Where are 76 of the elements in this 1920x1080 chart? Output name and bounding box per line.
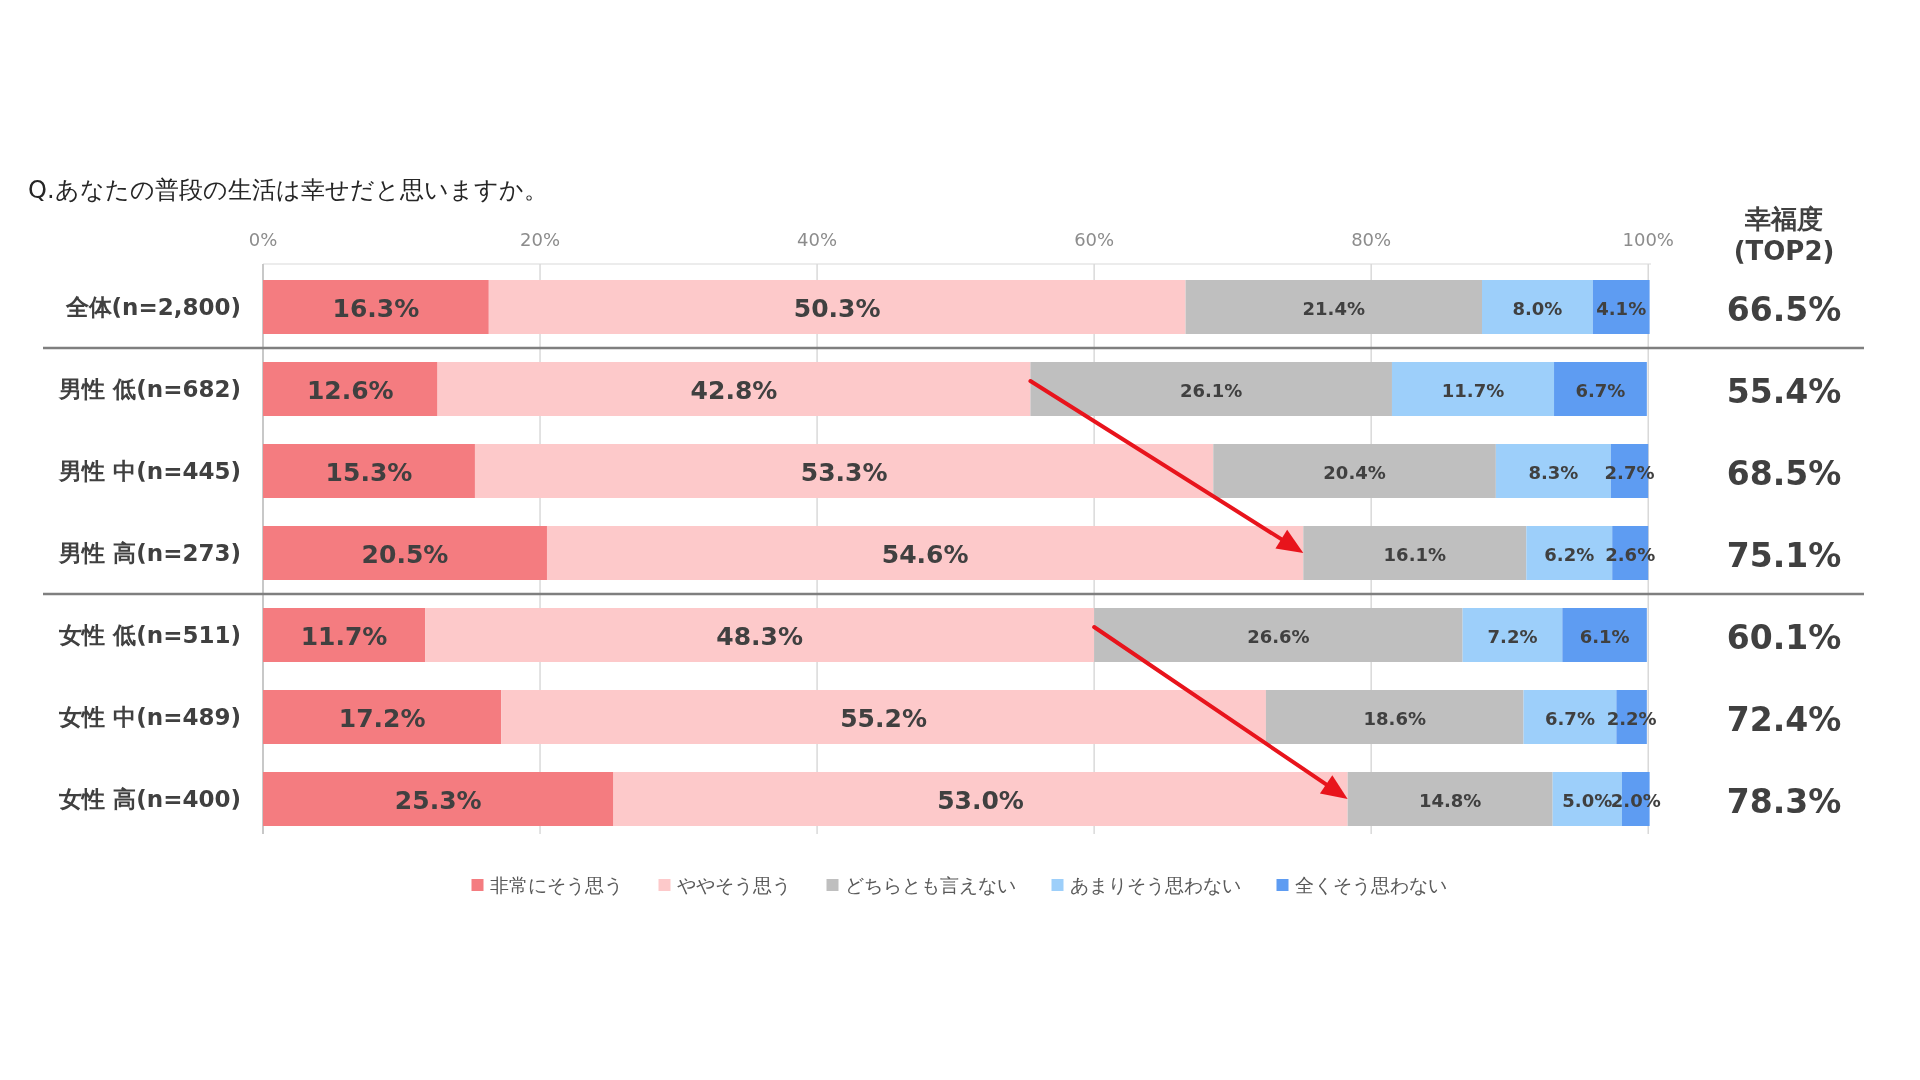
legend-label: どちらとも言えない bbox=[844, 874, 1016, 896]
data-label: 6.7% bbox=[1575, 379, 1626, 401]
data-label: 11.7% bbox=[1441, 379, 1505, 401]
bar bbox=[263, 280, 489, 334]
bar bbox=[1303, 526, 1527, 580]
data-label: 6.7% bbox=[1545, 707, 1595, 729]
bar bbox=[263, 526, 547, 580]
data-label: 53.3% bbox=[800, 457, 888, 487]
legend-label: ややそう思う bbox=[676, 874, 791, 896]
legend-label: 非常にそう思う bbox=[489, 874, 623, 896]
data-label: 7.2% bbox=[1487, 625, 1538, 647]
data-label: 6.2% bbox=[1544, 543, 1595, 565]
text: 78.3% bbox=[1726, 781, 1842, 821]
y-tick-label: 女性 中(n=489) bbox=[58, 704, 241, 730]
data-label: 16.3% bbox=[332, 293, 420, 323]
data-label: 20.4% bbox=[1323, 461, 1386, 483]
data-label: 11.7% bbox=[300, 621, 388, 651]
text: 60.1% bbox=[1726, 617, 1842, 657]
data-label: 42.8% bbox=[690, 375, 778, 405]
data-label: 4.1% bbox=[1596, 297, 1647, 319]
data-label: 17.2% bbox=[338, 703, 426, 733]
legend-label: あまりそう思わない bbox=[1069, 874, 1241, 896]
data-label: 8.0% bbox=[1512, 297, 1563, 319]
y-tick-label: 女性 低(n=511) bbox=[58, 622, 241, 648]
data-label: 20.5% bbox=[361, 539, 449, 569]
x-tick-label: 40% bbox=[797, 228, 838, 250]
data-label: 48.3% bbox=[716, 621, 803, 651]
data-label: 26.1% bbox=[1179, 379, 1243, 401]
bar bbox=[263, 608, 426, 662]
bar bbox=[1462, 608, 1563, 662]
bar bbox=[613, 772, 1348, 826]
text: 68.5% bbox=[1726, 453, 1842, 493]
y-tick-label: 男性 中(n=445) bbox=[58, 458, 241, 484]
x-tick-label: 60% bbox=[1074, 228, 1115, 250]
bar bbox=[1482, 280, 1593, 334]
data-label: 8.3% bbox=[1528, 461, 1579, 483]
text: 72.4% bbox=[1726, 699, 1842, 739]
y-tick-label: 女性 高(n=400) bbox=[58, 786, 241, 812]
data-label: 14.8% bbox=[1418, 789, 1482, 811]
bar bbox=[546, 526, 1304, 580]
x-tick-label: 80% bbox=[1351, 228, 1392, 250]
data-label: 26.6% bbox=[1247, 625, 1310, 647]
x-tick-label: 20% bbox=[520, 228, 561, 250]
data-label: 53.0% bbox=[937, 785, 1024, 815]
data-label: 50.3% bbox=[793, 293, 881, 323]
bar bbox=[1185, 280, 1482, 334]
bar bbox=[488, 280, 1186, 334]
bar bbox=[263, 772, 614, 826]
bar bbox=[263, 690, 502, 744]
data-label: 16.1% bbox=[1383, 543, 1447, 565]
data-label: 21.4% bbox=[1302, 297, 1366, 319]
text: 75.1% bbox=[1726, 535, 1842, 575]
text: 66.5% bbox=[1726, 289, 1842, 329]
y-tick-label: 全体(n=2,800) bbox=[64, 294, 241, 320]
data-label: 18.6% bbox=[1363, 707, 1426, 729]
text: 55.4% bbox=[1726, 371, 1842, 411]
bar bbox=[263, 362, 438, 416]
x-tick-label: 100% bbox=[1622, 228, 1674, 250]
data-label: 6.1% bbox=[1579, 625, 1630, 647]
data-label: 25.3% bbox=[394, 785, 482, 815]
data-label: 12.6% bbox=[306, 375, 394, 405]
bar bbox=[1554, 362, 1647, 416]
y-tick-label: 男性 低(n=682) bbox=[58, 376, 241, 402]
legend-label: 全くそう思わない bbox=[1294, 874, 1447, 896]
text: 幸福度 (TOP2) bbox=[1733, 204, 1835, 266]
bar bbox=[1347, 772, 1553, 826]
data-label: 55.2% bbox=[840, 703, 927, 733]
bar bbox=[1391, 362, 1555, 416]
data-label: 54.6% bbox=[881, 539, 969, 569]
data-label: 15.3% bbox=[325, 457, 413, 487]
chart-title: Q.あなたの普段の生活は幸せだと思いますか。 bbox=[28, 176, 548, 204]
y-tick-label: 男性 高(n=273) bbox=[58, 540, 241, 566]
x-tick-label: 0% bbox=[248, 228, 278, 250]
data-label: 5.0% bbox=[1562, 789, 1613, 811]
bar bbox=[263, 444, 475, 498]
bar bbox=[1562, 608, 1647, 662]
